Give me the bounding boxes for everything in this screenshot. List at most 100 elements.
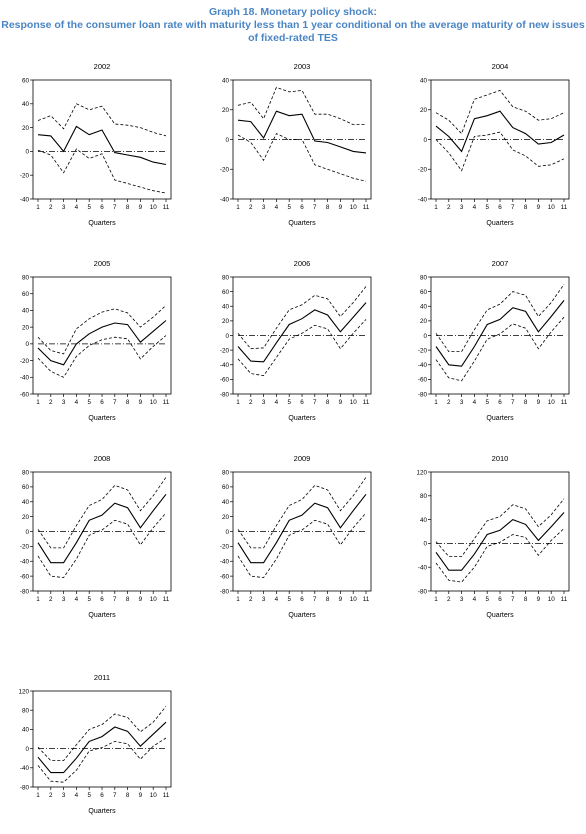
y-tick-label: -60 [418, 377, 428, 384]
y-tick-label: 40 [22, 101, 30, 108]
y-tick-label: -40 [20, 196, 30, 203]
x-tick-label: 4 [75, 596, 79, 603]
x-tick-label: 5 [485, 399, 489, 406]
chart-2010: 2010 -80 -40 0 40 80 120 1 2 3 4 5 6 7 8 9 10 11 Quarters [416, 454, 570, 619]
y-tick-label: -60 [220, 573, 230, 580]
x-tick-label: 1 [236, 204, 240, 211]
y-tick-label: 80 [22, 469, 30, 476]
x-tick-label: 10 [548, 204, 556, 211]
x-axis-label: Quarters [88, 220, 116, 227]
graph-subtitle-line-1: Response of the consumer loan rate with … [1, 19, 585, 31]
x-axis-label: Quarters [486, 612, 514, 619]
x-tick-label: 9 [537, 204, 541, 211]
series-line-solid [37, 721, 167, 774]
x-tick-label: 9 [139, 596, 143, 603]
x-tick-label: 6 [300, 204, 304, 211]
y-tick-label: 80 [420, 274, 428, 281]
x-tick-label: 7 [511, 596, 515, 603]
x-tick-label: 5 [287, 596, 291, 603]
x-tick-label: 7 [313, 399, 317, 406]
x-tick-label: 3 [62, 399, 66, 406]
x-tick-label: 3 [460, 399, 464, 406]
y-tick-label: -20 [220, 167, 230, 174]
chart-title: 2011 [94, 673, 110, 682]
x-tick-label: 8 [126, 399, 130, 406]
x-tick-label: 3 [460, 596, 464, 603]
y-tick-label: 40 [222, 304, 230, 311]
x-tick-label: 1 [36, 399, 40, 406]
y-tick-label: 20 [420, 318, 428, 325]
x-tick-label: 2 [49, 204, 53, 211]
x-tick-label: 10 [150, 596, 158, 603]
y-tick-label: 0 [225, 333, 229, 340]
x-tick-label: 8 [126, 204, 130, 211]
x-tick-label: 8 [326, 204, 330, 211]
y-tick-label: 40 [22, 727, 30, 734]
x-tick-label: 7 [511, 204, 515, 211]
x-tick-label: 10 [548, 596, 556, 603]
x-tick-label: 11 [163, 596, 170, 603]
y-tick-label: 20 [22, 125, 30, 132]
y-tick-label: -40 [20, 765, 30, 772]
x-tick-label: 8 [326, 596, 330, 603]
x-tick-label: 3 [62, 792, 66, 799]
y-tick-label: 0 [25, 149, 29, 156]
chart-title: 2010 [492, 454, 509, 463]
y-tick-label: -80 [418, 391, 428, 398]
x-tick-label: 3 [262, 596, 266, 603]
x-tick-label: 1 [36, 792, 40, 799]
chart-title: 2009 [294, 454, 311, 463]
x-tick-label: 3 [62, 204, 66, 211]
x-tick-label: 5 [287, 204, 291, 211]
x-tick-label: 6 [300, 399, 304, 406]
x-tick-label: 7 [113, 399, 117, 406]
chart-title: 2005 [94, 259, 111, 268]
y-tick-label: 0 [225, 529, 229, 536]
x-tick-label: 2 [447, 596, 451, 603]
series-line-solid [37, 320, 167, 366]
y-tick-label: 20 [22, 514, 30, 521]
series-line-dashed [37, 476, 167, 549]
x-tick-label: 10 [548, 399, 556, 406]
x-tick-label: 11 [561, 204, 568, 211]
plot-frame [32, 276, 172, 395]
series-line-solid [435, 300, 565, 367]
chart-2005: 2005 -60 -40 -20 0 20 40 60 80 1 2 3 4 5 6 7 8 9 10 11 Quart… [20, 259, 172, 422]
x-axis-label: Quarters [288, 415, 316, 422]
x-tick-label: 4 [275, 399, 279, 406]
chart-title: 2008 [94, 454, 111, 463]
x-tick-label: 9 [339, 399, 343, 406]
y-tick-label: 0 [25, 341, 29, 348]
x-tick-label: 3 [262, 399, 266, 406]
y-tick-label: 40 [222, 77, 230, 84]
x-tick-label: 10 [150, 792, 158, 799]
series-line-dashed [37, 706, 167, 761]
y-tick-label: -40 [418, 196, 428, 203]
x-axis-label: Quarters [486, 415, 514, 422]
y-tick-label: 80 [22, 274, 30, 281]
x-tick-label: 2 [249, 204, 253, 211]
y-tick-label: 40 [420, 517, 428, 524]
y-tick-label: 60 [222, 289, 230, 296]
x-tick-label: 10 [350, 204, 358, 211]
series-line-dashed [435, 89, 565, 135]
series-line-dashed [237, 512, 367, 579]
x-tick-label: 10 [150, 399, 158, 406]
chart-2009: 2009 -80 -60 -40 -20 0 20 40 60 80 1 2 3 4 5 6 7 8 9 10 11 Qu… [220, 454, 372, 619]
x-tick-label: 6 [100, 792, 104, 799]
x-tick-label: 10 [150, 204, 158, 211]
series-line-dashed [237, 476, 367, 549]
x-tick-label: 4 [473, 204, 477, 211]
x-tick-label: 1 [434, 596, 438, 603]
y-tick-label: 0 [225, 137, 229, 144]
y-tick-label: 40 [420, 304, 428, 311]
x-tick-label: 4 [75, 792, 79, 799]
y-tick-label: -20 [220, 544, 230, 551]
series-line-dashed [37, 103, 167, 137]
x-tick-label: 2 [49, 792, 53, 799]
y-tick-label: -60 [20, 573, 30, 580]
x-tick-label: 9 [537, 596, 541, 603]
chart-title: 2004 [492, 62, 509, 71]
x-tick-label: 7 [113, 204, 117, 211]
x-tick-label: 11 [561, 399, 568, 406]
